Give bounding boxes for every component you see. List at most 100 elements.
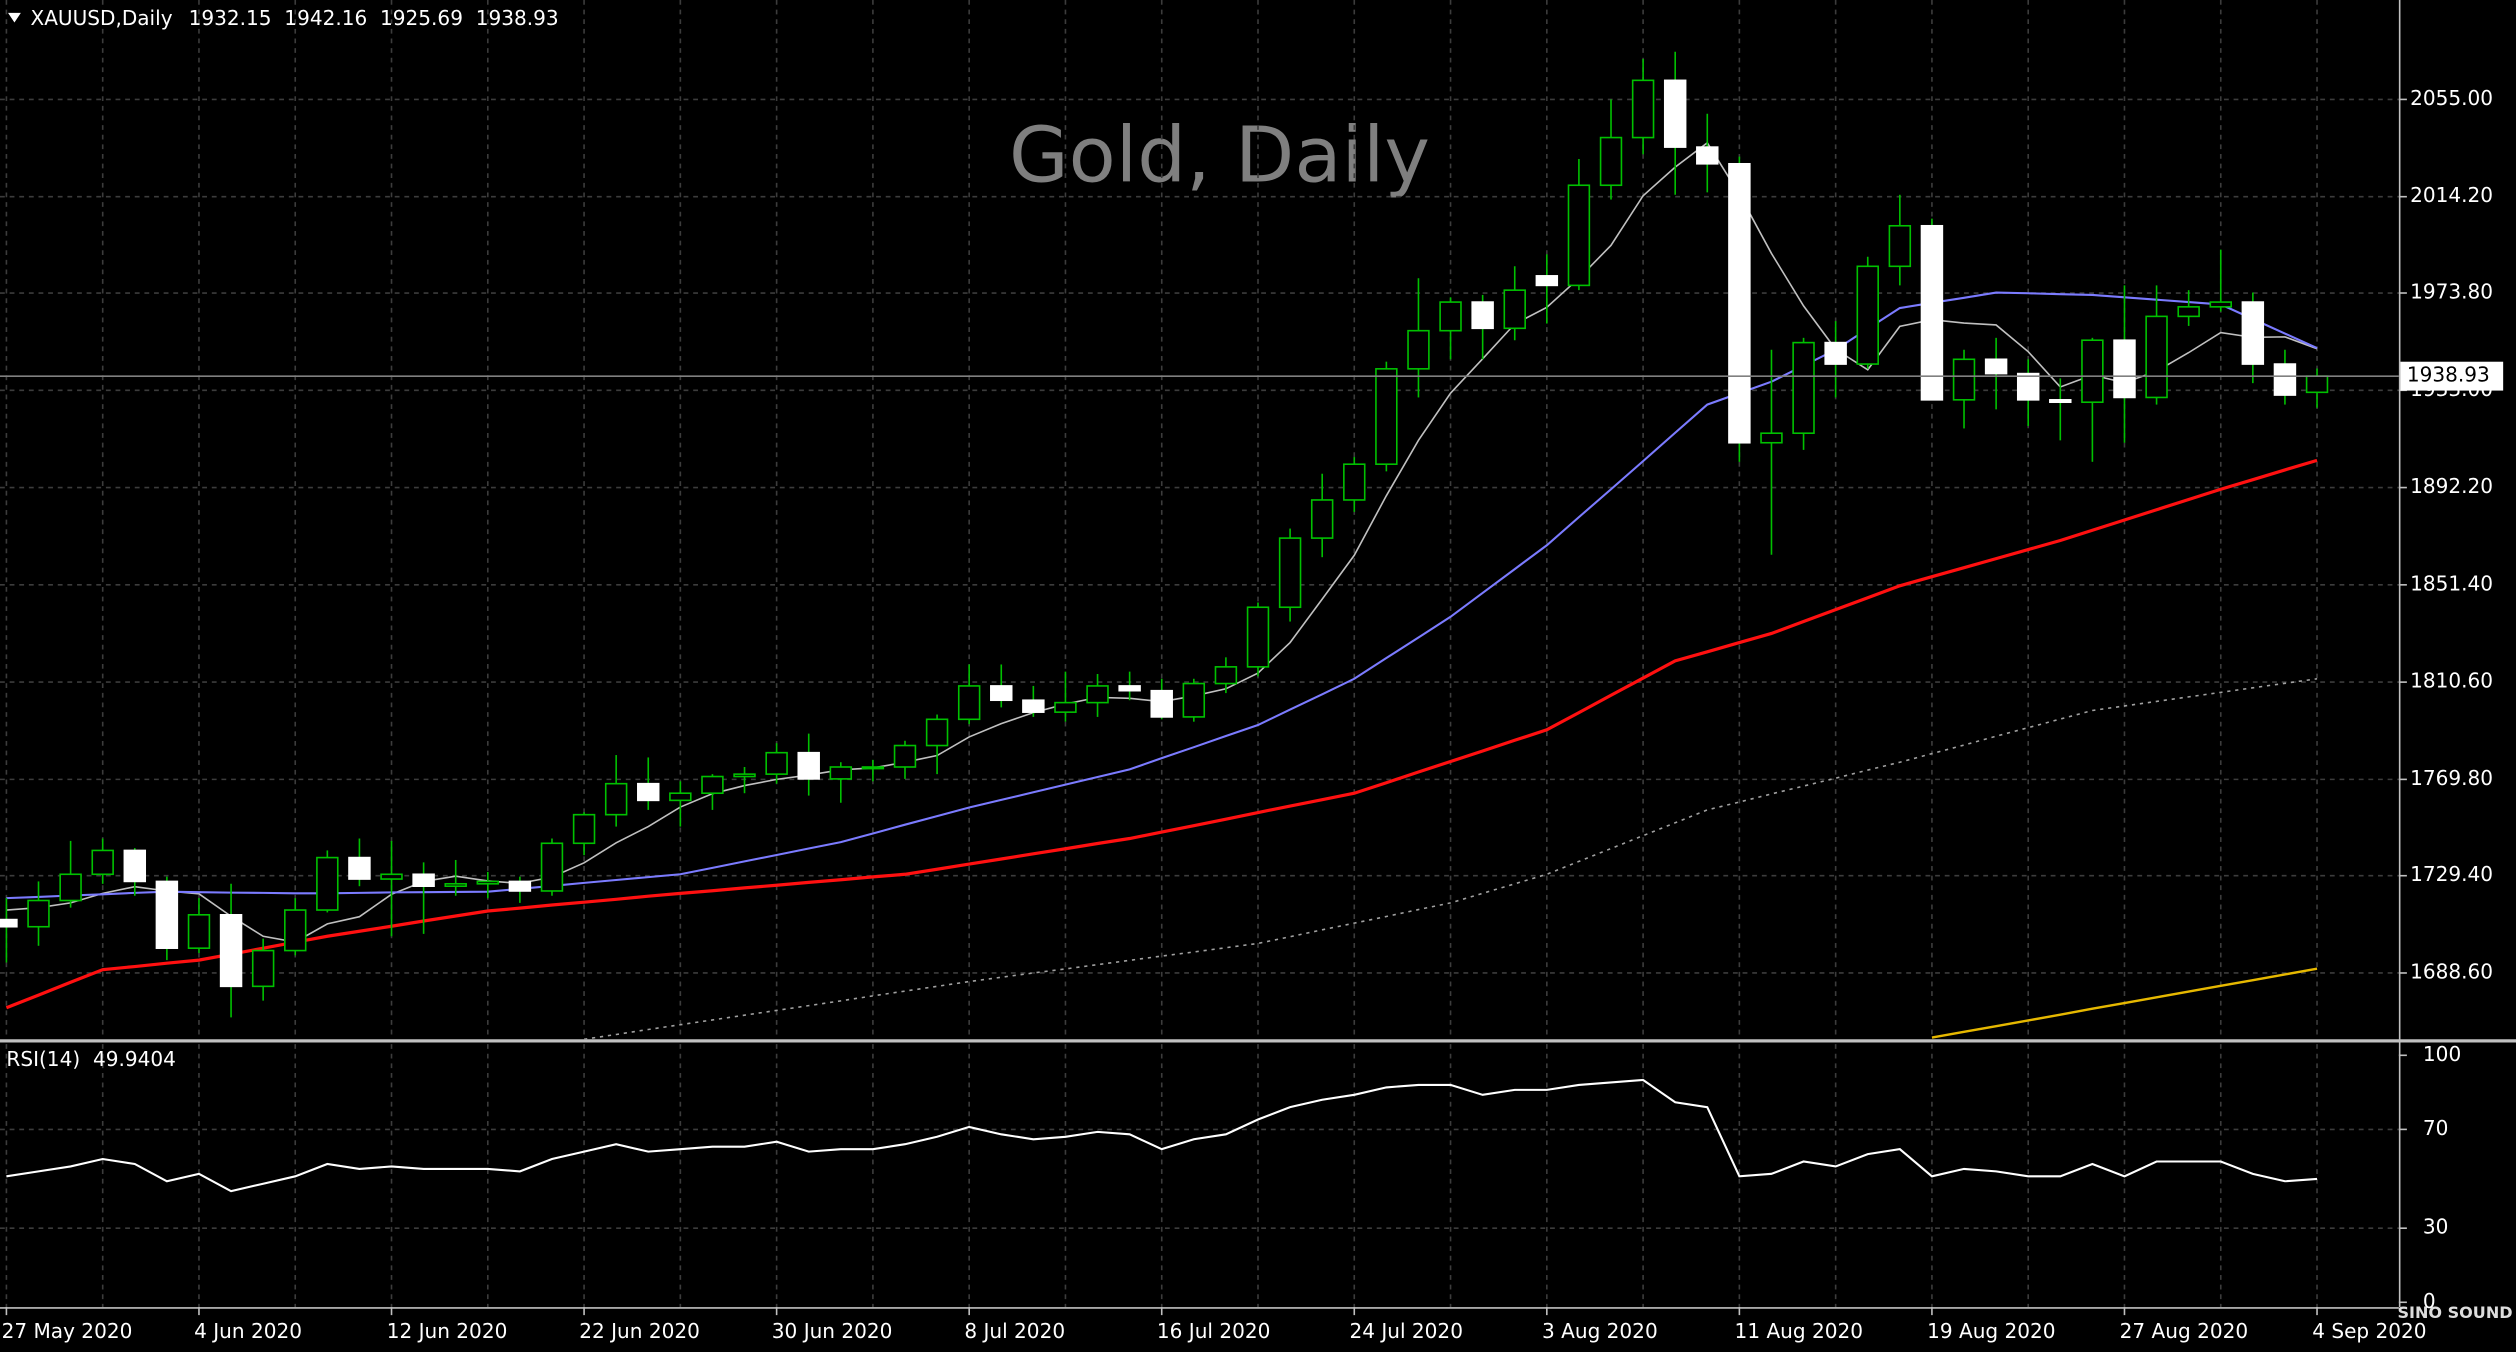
header-close: 1938.93 xyxy=(476,6,559,30)
moving-average xyxy=(583,677,2318,1040)
y-tick-label: 1851.40 xyxy=(2410,571,2493,595)
candle-body xyxy=(155,880,179,949)
x-tick-label: 11 Aug 2020 xyxy=(1735,1319,1863,1343)
candle-body xyxy=(284,909,307,952)
watermark-title: Gold, Daily xyxy=(1009,111,1430,200)
y-tick-label: 1892.20 xyxy=(2410,474,2493,498)
x-tick-label: 19 Aug 2020 xyxy=(1927,1319,2055,1343)
candle-body xyxy=(2209,301,2232,308)
candle-body xyxy=(1310,499,1334,539)
x-tick-label: 22 Jun 2020 xyxy=(579,1319,700,1343)
candle-body xyxy=(765,751,788,775)
y-tick-label: 1769.80 xyxy=(2410,766,2493,790)
y-tick-label: 1810.60 xyxy=(2410,669,2493,693)
candle-body xyxy=(1182,682,1206,718)
candle-body xyxy=(2113,339,2136,399)
candle-body xyxy=(1663,79,1687,148)
rsi-label: RSI(14) 49.9404 xyxy=(6,1047,175,1071)
x-tick-label: 4 Sep 2020 xyxy=(2312,1319,2426,1343)
candle-body xyxy=(508,880,532,892)
x-tick-label: 3 Aug 2020 xyxy=(1542,1319,1658,1343)
logo-text: SINO SOUND xyxy=(2397,1303,2512,1322)
rsi-panel xyxy=(6,1078,2318,1193)
candle-body xyxy=(1824,341,1847,365)
candle-body xyxy=(1952,358,1976,401)
candle-body xyxy=(701,775,724,795)
candle-body xyxy=(1375,368,1398,465)
rsi-value: 49.9404 xyxy=(93,1047,176,1071)
candle-body xyxy=(91,849,114,876)
candle-body xyxy=(380,873,403,880)
candle-body xyxy=(925,718,949,747)
candle-body xyxy=(123,849,147,883)
moving-average xyxy=(1931,967,2318,1039)
candle-body xyxy=(2273,363,2297,396)
candle-body xyxy=(1599,136,1623,187)
candle-body xyxy=(540,842,564,892)
current-price-box xyxy=(2400,361,2504,391)
candle-body xyxy=(2016,372,2040,401)
candle-body xyxy=(637,782,660,802)
candle-body xyxy=(1150,689,1173,718)
candle-body xyxy=(957,685,981,721)
candle-body xyxy=(604,782,628,816)
x-tick-label: 27 May 2020 xyxy=(2,1319,133,1343)
candle-body xyxy=(1984,358,2008,375)
candle-body xyxy=(476,880,500,885)
candle-body xyxy=(1214,666,1238,685)
x-tick-label: 12 Jun 2020 xyxy=(387,1319,508,1343)
candle-body xyxy=(1631,79,1655,139)
candle-body xyxy=(2145,315,2168,399)
candle-body xyxy=(1920,224,1944,401)
candle-body xyxy=(1567,184,1591,287)
candle-body xyxy=(1086,685,1109,704)
candle-body xyxy=(1503,289,1526,330)
x-tick-label: 27 Aug 2020 xyxy=(2120,1319,2248,1343)
candle-body xyxy=(1792,341,1815,435)
y-tick-label: 70 xyxy=(2423,1116,2449,1140)
candle-body xyxy=(1728,162,1751,444)
candle-body xyxy=(412,873,435,887)
candle-body xyxy=(1246,606,1270,668)
candle-body xyxy=(1696,146,1719,165)
candle-body xyxy=(1278,537,1302,609)
candle-body xyxy=(316,856,339,911)
x-tick-label: 16 Jul 2020 xyxy=(1157,1319,1270,1343)
candle-body xyxy=(1535,275,1559,287)
candle-body xyxy=(572,813,596,845)
y-tick-label: 1729.40 xyxy=(2410,862,2493,886)
candle-body xyxy=(733,773,756,778)
header-high: 1942.16 xyxy=(284,6,367,30)
collapse-triangle[interactable] xyxy=(8,12,21,23)
candle-body xyxy=(893,744,917,768)
candle-body xyxy=(861,766,885,770)
header: XAUUSD,Daily 1932.15 1942.16 1925.69 193… xyxy=(30,6,558,30)
y-tick-label: 1688.60 xyxy=(2410,959,2493,983)
candle-body xyxy=(27,899,50,928)
rsi-title: RSI(14) xyxy=(6,1047,80,1071)
candle-body xyxy=(1407,329,1430,370)
header-open: 1932.15 xyxy=(189,6,272,30)
x-tick-label: 24 Jul 2020 xyxy=(1349,1319,1462,1343)
candle-body xyxy=(1888,224,1912,268)
x-tick-label: 4 Jun 2020 xyxy=(194,1319,302,1343)
y-tick-label: 2014.20 xyxy=(2410,183,2493,207)
candle-body xyxy=(1439,301,1462,332)
candle-body xyxy=(219,914,243,988)
symbol: XAUUSD,Daily xyxy=(30,6,172,30)
x-tick-label: 8 Jul 2020 xyxy=(964,1319,1065,1343)
y-tick-label: 0 xyxy=(2423,1289,2436,1313)
candle-body xyxy=(444,883,467,887)
header-low: 1925.69 xyxy=(380,6,463,30)
price-panel xyxy=(0,51,2399,1040)
candle-body xyxy=(2305,375,2329,394)
candle-body xyxy=(990,685,1013,702)
marks xyxy=(0,51,2399,1193)
y-tick-label: 2055.00 xyxy=(2410,86,2493,110)
candle-body xyxy=(348,856,371,880)
candle-body xyxy=(0,918,18,928)
candle-body xyxy=(2081,339,2104,404)
candle-body xyxy=(1118,685,1141,692)
rsi-line xyxy=(6,1078,2318,1193)
